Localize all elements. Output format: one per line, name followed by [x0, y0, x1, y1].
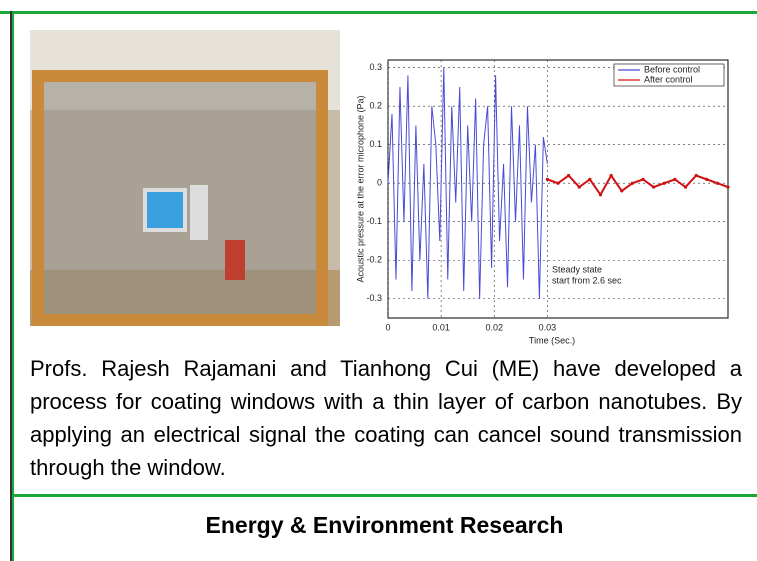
annotation: Steady state — [552, 264, 602, 274]
y-tick-label: -0.2 — [366, 255, 382, 265]
y-axis-label: Acoustic pressure at the error microphon… — [355, 95, 365, 282]
x-tick-label: 0.02 — [485, 322, 503, 332]
y-tick-label: -0.3 — [366, 293, 382, 303]
x-tick-label: 0.01 — [432, 322, 450, 332]
marker — [663, 182, 666, 185]
marker — [578, 185, 581, 188]
marker — [599, 193, 602, 196]
photo — [30, 30, 340, 326]
annotation: start from 2.6 sec — [552, 275, 622, 285]
top-rule — [0, 11, 757, 14]
paragraph: Profs. Rajesh Rajamani and Tianhong Cui … — [30, 352, 742, 484]
y-tick-label: 0 — [377, 178, 382, 188]
x-tick-label: 0 — [385, 322, 390, 332]
marker — [684, 185, 687, 188]
marker — [567, 174, 570, 177]
marker — [556, 182, 559, 185]
marker — [610, 174, 613, 177]
marker — [716, 182, 719, 185]
y-tick-label: 0.1 — [369, 139, 382, 149]
x-tick-label: 0.03 — [539, 322, 557, 332]
marker — [641, 178, 644, 181]
x-axis-label: Time (Sec.) — [529, 335, 575, 345]
y-tick-label: -0.1 — [366, 216, 382, 226]
marker — [673, 178, 676, 181]
left-rule — [10, 11, 12, 561]
marker — [726, 185, 729, 188]
y-tick-label: 0.2 — [369, 101, 382, 111]
marker — [652, 185, 655, 188]
legend-label: After control — [644, 74, 693, 84]
marker — [695, 174, 698, 177]
page: 0.3 0.2 0.1 0 -0.1 -0.2 -0.3 0 0.01 0.02 0.03 Time … — [0, 0, 757, 561]
left-rule-green — [12, 14, 14, 561]
marker — [546, 178, 549, 181]
marker — [705, 178, 708, 181]
y-tick-label: 0.3 — [369, 62, 382, 72]
section-rule — [12, 494, 757, 497]
marker — [588, 178, 591, 181]
marker — [620, 189, 623, 192]
legend-label: Before control — [644, 64, 700, 74]
marker — [631, 182, 634, 185]
section-title: Energy & Environment Research — [12, 512, 757, 539]
